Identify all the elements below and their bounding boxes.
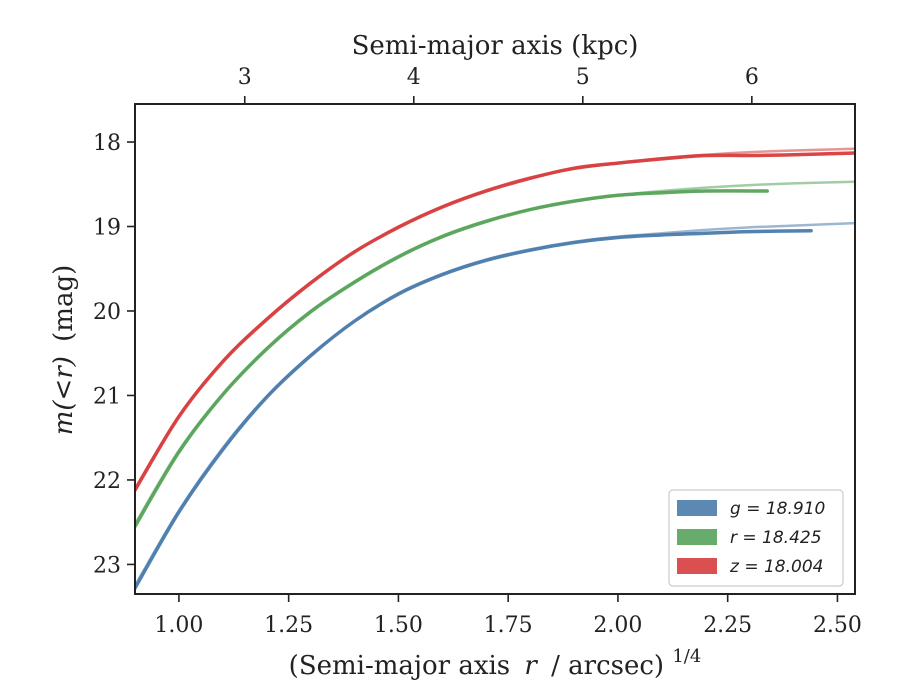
tick-layer: 1.00 1.25 1.50 1.75 2.00 2.25 2.50 18 19 20 21 22 23… [93, 65, 862, 638]
legend-swatch-r [677, 529, 717, 545]
y-tick-label: 23 [93, 553, 121, 578]
top-tick-label: 6 [745, 65, 759, 90]
y-axis-title-unit: (mag) [49, 265, 79, 342]
top-tick-label: 3 [238, 65, 252, 90]
x-tick-label: 1.00 [154, 613, 203, 638]
y-axis-title: m(<r) (mag) [49, 265, 79, 436]
bottom-axis-title-exp: 1/4 [672, 646, 701, 667]
top-tick-label: 5 [576, 65, 590, 90]
legend-label-z: z = 18.004 [729, 557, 823, 577]
bottom-axis-title-prefix: (Semi-major axis [289, 651, 510, 681]
x-tick-label: 1.75 [484, 613, 533, 638]
series-line-z [135, 151, 855, 492]
y-axis-title-var: m(<r) [49, 356, 79, 435]
legend-items: g = 18.910 r = 18.425 z = 18.004 [677, 499, 825, 577]
top-axis-title: Semi-major axis (kpc) [352, 31, 639, 61]
legend: g = 18.910 r = 18.425 z = 18.004 [668, 489, 844, 587]
top-tick-label: 4 [407, 65, 421, 90]
legend-label-g: g = 18.910 [730, 499, 825, 519]
y-tick-label: 22 [93, 469, 121, 494]
x-tick-label: 2.25 [703, 613, 752, 638]
x-tick-label: 1.50 [374, 613, 423, 638]
y-tick-label: 18 [93, 131, 121, 156]
series-line-r [135, 189, 769, 529]
plot-frame [134, 103, 856, 595]
bottom-axis-title-var: r [524, 651, 538, 681]
y-tick-label: 20 [93, 300, 121, 325]
y-tick-label: 21 [93, 384, 121, 409]
bottom-axis-title: (Semi-major axis r / arcsec) 1/4 [289, 646, 702, 681]
y-tick-label: 19 [93, 216, 121, 241]
series-line-g [135, 228, 813, 590]
legend-swatch-g [677, 500, 717, 516]
bottom-axis-title-tail: / arcsec) [551, 651, 664, 681]
legend-swatch-z [677, 558, 717, 574]
x-tick-label: 2.50 [813, 613, 862, 638]
x-tick-label: 2.00 [593, 613, 642, 638]
series-layer [135, 147, 855, 590]
series-model-line-z [135, 147, 855, 490]
x-tick-label: 1.25 [264, 613, 313, 638]
legend-label-r: r = 18.425 [730, 528, 822, 548]
